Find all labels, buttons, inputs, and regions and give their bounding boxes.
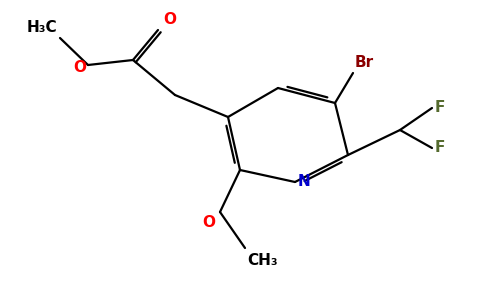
Text: O: O xyxy=(163,12,176,27)
Text: Br: Br xyxy=(355,55,374,70)
Text: H₃C: H₃C xyxy=(26,20,57,35)
Text: F: F xyxy=(435,140,445,155)
Text: F: F xyxy=(435,100,445,116)
Text: N: N xyxy=(298,175,311,190)
Text: O: O xyxy=(202,215,215,230)
Text: CH₃: CH₃ xyxy=(247,253,278,268)
Text: O: O xyxy=(73,59,86,74)
